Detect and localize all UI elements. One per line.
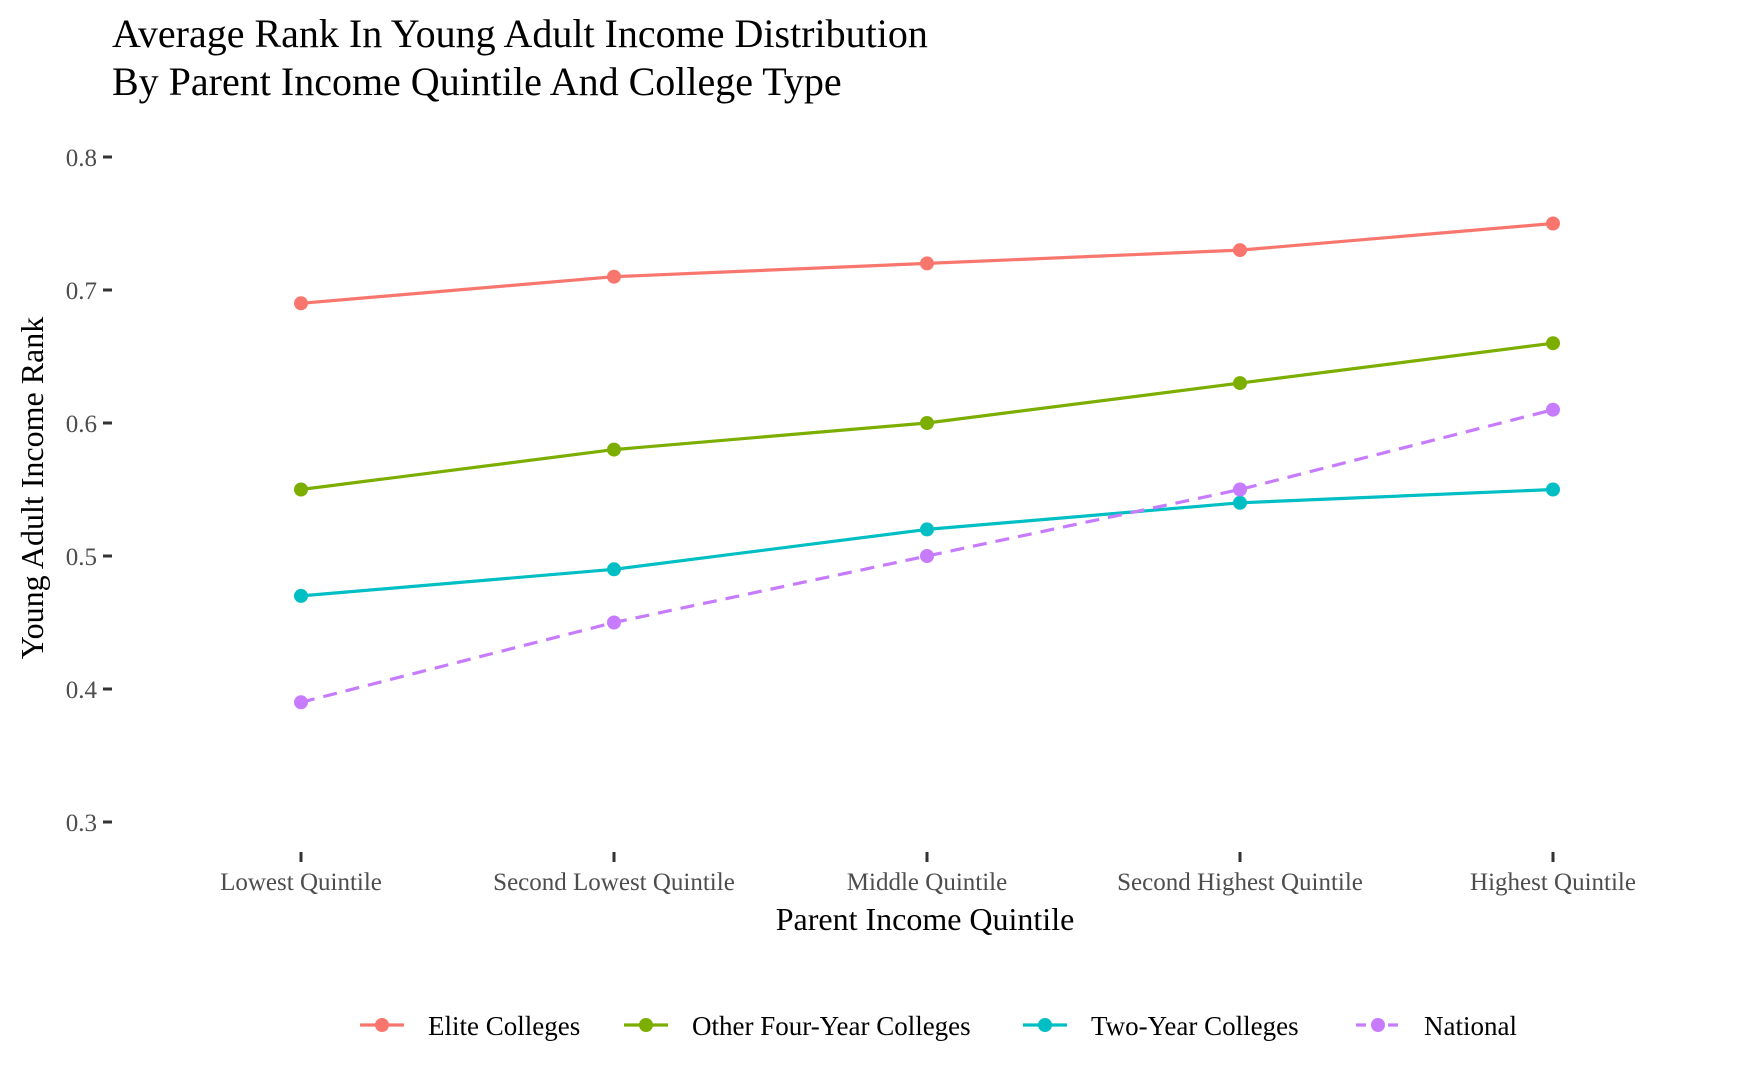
legend-key-point [1038,1018,1052,1032]
series-line [300,487,1554,598]
data-point [1546,482,1560,497]
series-group [294,402,1560,710]
legend-label: National [1424,1011,1517,1041]
data-point [920,416,934,430]
data-point [607,615,621,630]
x-tick-label: Highest Quintile [1470,869,1636,896]
data-point [1546,216,1560,231]
data-point [607,442,621,457]
legend-key-point [375,1018,389,1032]
data-point [1233,482,1247,497]
data-point [607,562,621,577]
x-tick-label: Lowest Quintile [220,869,382,896]
x-tick-label: Middle Quintile [847,869,1007,896]
data-point [1233,495,1247,510]
series-group [294,482,1560,603]
x-tick-label: Second Lowest Quintile [493,869,735,896]
x-tick-label: Second Highest Quintile [1117,869,1363,896]
legend-item: Two-Year Colleges [1023,1011,1299,1041]
legend-item: Elite Colleges [360,1011,580,1041]
legend-label: Other Four-Year Colleges [692,1011,971,1041]
chart-title: Average Rank In Young Adult Income Distr… [112,11,928,56]
plot-series [294,216,1560,710]
legend-key-point [639,1018,653,1032]
y-tick-label: 0.6 [66,411,97,438]
data-point [294,695,308,710]
legend: Elite Colleges Other Four-Year Colleges Tw… [360,1011,1517,1041]
y-tick-label: 0.8 [66,145,97,172]
data-point [920,522,934,537]
legend-label: Two-Year Colleges [1091,1011,1299,1041]
y-axis-title: Young Adult Income Rank [14,317,50,660]
legend-item: National [1356,1011,1517,1041]
y-tick-label: 0.5 [66,544,97,571]
y-tick-label: 0.4 [66,677,98,704]
data-point [920,549,934,563]
data-point [1546,402,1560,417]
data-point [294,482,308,497]
y-axis: 0.3 0.4 0.5 0.6 0.7 0.8 [66,145,112,837]
data-point [1546,336,1560,351]
data-point [294,588,308,603]
x-axis: Lowest Quintile Second Lowest Quintile Mid… [220,852,1636,896]
legend-key-point [1371,1018,1385,1032]
series-group [294,336,1560,497]
data-point [1233,376,1247,391]
legend-item: Other Four-Year Colleges [624,1011,971,1041]
y-tick-label: 0.3 [66,810,97,837]
y-tick-label: 0.7 [66,278,97,305]
data-point [1233,243,1247,258]
series-group [294,216,1560,311]
data-point [294,296,308,311]
legend-label: Elite Colleges [428,1011,580,1041]
data-point [607,269,621,284]
series-line [300,408,1554,704]
data-point [920,256,934,271]
x-axis-title: Parent Income Quintile [776,901,1075,937]
chart-subtitle: By Parent Income Quintile And College Ty… [112,59,842,104]
